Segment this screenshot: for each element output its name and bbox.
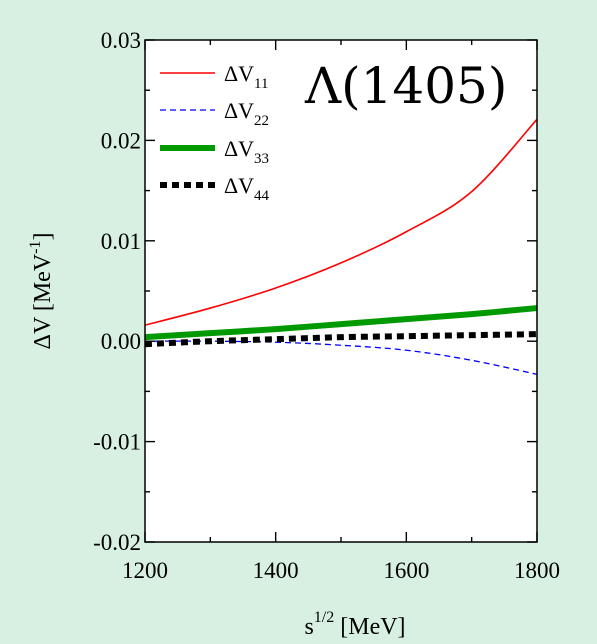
x-tick-label: 1200 (122, 558, 168, 583)
x-tick-label: 1400 (253, 558, 299, 583)
legend-label-22: ΔV22 (224, 98, 269, 129)
lambda-annotation: Λ(1405) (304, 57, 507, 115)
series-line-33 (144, 305, 538, 341)
x-axis-title-unit: [MeV] (334, 614, 405, 640)
y-tick-label: 0.02 (101, 128, 141, 153)
y-tick-label: 0.03 (101, 28, 141, 53)
series-line-44 (144, 331, 538, 348)
y-tick-label: -0.02 (93, 530, 141, 555)
x-axis-title: s1/2 [MeV] (304, 609, 405, 640)
y-axis-title-sup: -1 (27, 241, 44, 254)
plot-background (145, 40, 537, 542)
y-axis-title: ΔV [MeV-1] (27, 233, 56, 350)
x-tick-label: 1800 (514, 558, 560, 583)
ticks-layer: 1200 1400 1600 1800 -0.02 -0.01 0.00 0.01 0.02 0.… (93, 28, 560, 583)
x-tick-label: 1600 (383, 558, 429, 583)
legend: ΔV11 ΔV22 ΔV33 ΔV44 (160, 61, 270, 204)
series-line-11 (144, 118, 538, 326)
x-axis-title-base: s (304, 614, 313, 640)
y-tick-label: 0.00 (101, 329, 141, 354)
y-axis-title-close: ] (30, 233, 56, 241)
y-axis-title-text: ΔV [MeV (30, 253, 56, 349)
legend-label-11: ΔV11 (224, 61, 269, 92)
x-axis-title-sup: 1/2 (314, 609, 334, 626)
y-tick-label: 0.01 (101, 229, 141, 254)
legend-label-44: ΔV44 (224, 173, 270, 204)
legend-label-33: ΔV33 (224, 136, 269, 167)
series-layer (144, 118, 538, 375)
y-tick-label: -0.01 (93, 430, 141, 455)
